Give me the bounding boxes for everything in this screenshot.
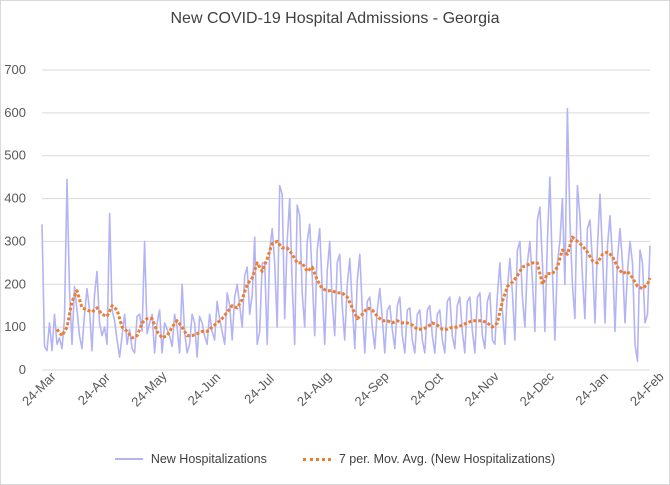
chart-title: New COVID-19 Hospital Admissions - Georg…	[170, 10, 500, 27]
x-tick-label: 24-Oct	[408, 369, 446, 407]
x-tick-label: 24-Sep	[351, 369, 391, 409]
x-tick-label: 24-Nov	[462, 368, 503, 409]
y-tick-label: 100	[4, 319, 26, 334]
legend-item-average: 7 per. Mov. Avg. (New Hospitalizations)	[302, 452, 556, 466]
y-tick-label: 400	[4, 191, 26, 206]
series-line-7-day-average	[55, 235, 652, 340]
y-tick-label: 500	[4, 148, 26, 163]
x-tick-label: 24-Aug	[294, 369, 334, 409]
x-tick-label: 24-Jul	[241, 371, 277, 407]
x-tick-label: 24-Apr	[75, 369, 114, 408]
legend-label-average: 7 per. Mov. Avg. (New Hospitalizations)	[338, 452, 556, 466]
legend-swatch-daily	[114, 458, 143, 460]
series-line-new-hospitalizations	[41, 107, 651, 363]
y-tick-label: 0	[19, 362, 26, 377]
legend: New Hospitalizations 7 per. Mov. Avg. (N…	[0, 452, 670, 466]
legend-item-daily: New Hospitalizations	[114, 452, 267, 466]
x-tick-label: 24-Dec	[517, 368, 558, 409]
y-tick-label: 200	[4, 276, 26, 291]
x-tick-label: 24-Jan	[572, 369, 611, 408]
legend-swatch-average	[302, 457, 331, 461]
y-tick-label: 700	[4, 62, 26, 77]
y-tick-label: 600	[4, 105, 26, 120]
x-tick-label: 24-Jun	[185, 369, 224, 408]
x-tick-label: 24-Feb	[627, 369, 667, 409]
legend-label-daily: New Hospitalizations	[150, 452, 267, 466]
y-tick-label: 300	[4, 233, 26, 248]
x-tick-label: 24-May	[128, 368, 170, 410]
